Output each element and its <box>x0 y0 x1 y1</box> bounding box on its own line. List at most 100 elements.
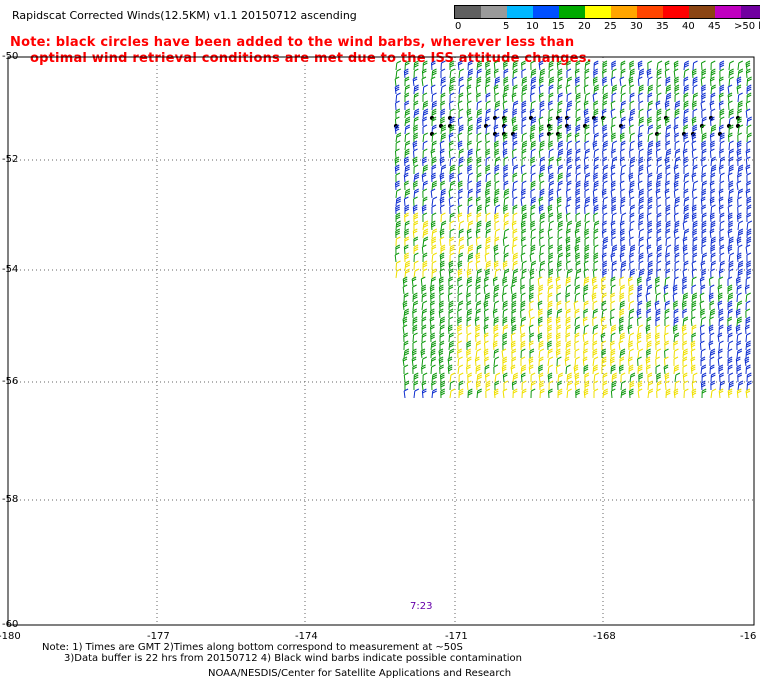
wind-barb <box>422 236 429 247</box>
wind-barb <box>629 180 635 191</box>
wind-barb <box>547 372 553 383</box>
wind-barb <box>431 212 437 223</box>
wind-barb <box>701 68 707 79</box>
wind-barb <box>422 164 428 175</box>
wind-barb <box>539 244 545 255</box>
wind-barb <box>467 196 473 207</box>
wind-barb <box>601 356 607 367</box>
wind-barb <box>700 356 706 367</box>
wind-barb <box>548 180 555 191</box>
wind-barb <box>404 84 410 95</box>
wind-barb <box>449 124 455 135</box>
wind-barb <box>467 140 472 151</box>
wind-barb <box>683 76 689 87</box>
wind-barb <box>638 148 644 159</box>
wind-barb <box>638 116 644 127</box>
wind-barb <box>746 204 752 215</box>
wind-barb <box>476 60 483 71</box>
wind-barb <box>628 348 634 359</box>
wind-barb <box>593 180 599 191</box>
wind-barb <box>476 68 482 79</box>
wind-barb <box>538 196 544 207</box>
wind-barb <box>556 188 562 199</box>
wind-barb <box>745 348 751 359</box>
wind-barb <box>539 236 544 247</box>
wind-barb <box>475 196 481 207</box>
wind-barb <box>430 60 436 71</box>
wind-barb <box>610 324 617 335</box>
wind-barb <box>737 380 744 391</box>
wind-barb <box>592 196 598 207</box>
wind-barb <box>593 68 598 79</box>
wind-barb <box>637 356 642 367</box>
wind-barb <box>582 316 588 327</box>
wind-barb <box>412 316 418 327</box>
wind-barb <box>565 324 571 335</box>
contamination-marker <box>735 123 741 129</box>
wind-barb <box>521 212 527 223</box>
wind-barb <box>718 276 724 287</box>
wind-barb <box>691 388 697 399</box>
wind-barb <box>512 228 518 239</box>
wind-barb <box>438 308 444 319</box>
wind-barb <box>404 76 410 87</box>
wind-barb <box>574 308 580 319</box>
wind-barb <box>457 172 463 183</box>
wind-barb <box>683 116 688 127</box>
wind-barb <box>611 196 617 207</box>
wind-barb <box>485 260 491 271</box>
wind-barb <box>475 300 482 311</box>
wind-barb <box>673 340 678 351</box>
wind-barb <box>727 228 733 239</box>
wind-barb <box>502 276 508 287</box>
wind-barb <box>655 340 660 351</box>
wind-barb <box>494 100 501 111</box>
wind-barb <box>610 388 616 399</box>
wind-barb <box>557 180 563 191</box>
wind-barb <box>611 212 617 223</box>
wind-barb <box>421 324 427 335</box>
wind-barb <box>602 68 607 79</box>
wind-barb <box>710 124 717 135</box>
wind-barb <box>637 300 643 311</box>
wind-barb <box>421 356 427 367</box>
wind-barb <box>584 124 590 135</box>
wind-barb <box>556 308 563 319</box>
wind-barb <box>701 228 707 239</box>
wind-barb <box>566 100 573 111</box>
wind-barb <box>457 324 462 335</box>
color-scale-swatch <box>637 6 663 18</box>
wind-barb <box>656 260 662 271</box>
wind-barb <box>566 140 573 151</box>
wind-barb <box>710 252 716 263</box>
wind-barb <box>628 308 635 319</box>
wind-barb <box>646 68 652 79</box>
wind-barb <box>494 140 499 151</box>
wind-barb <box>448 140 454 151</box>
wind-barb <box>601 340 607 351</box>
wind-barb <box>548 92 554 103</box>
wind-barb <box>718 204 724 215</box>
wind-barb <box>692 372 698 383</box>
wind-barb <box>691 172 697 183</box>
wind-barb <box>718 316 724 327</box>
wind-barb <box>564 356 570 367</box>
wind-barb <box>503 228 510 239</box>
wind-barb <box>700 124 706 135</box>
wind-barb <box>503 68 509 79</box>
wind-barb <box>475 228 481 239</box>
wind-barb <box>466 228 472 239</box>
wind-barb <box>646 212 652 223</box>
wind-barb <box>719 156 725 167</box>
wind-barb <box>475 252 481 263</box>
wind-barb <box>575 60 581 71</box>
wind-barb <box>574 132 580 143</box>
color-scale-label: 5 <box>503 21 510 32</box>
wind-barb <box>565 364 571 375</box>
wind-barb <box>413 68 419 79</box>
wind-barb <box>556 196 562 207</box>
wind-barb <box>656 68 662 79</box>
wind-barb <box>727 204 733 215</box>
wind-barb <box>512 84 518 95</box>
wind-barb <box>620 60 626 71</box>
